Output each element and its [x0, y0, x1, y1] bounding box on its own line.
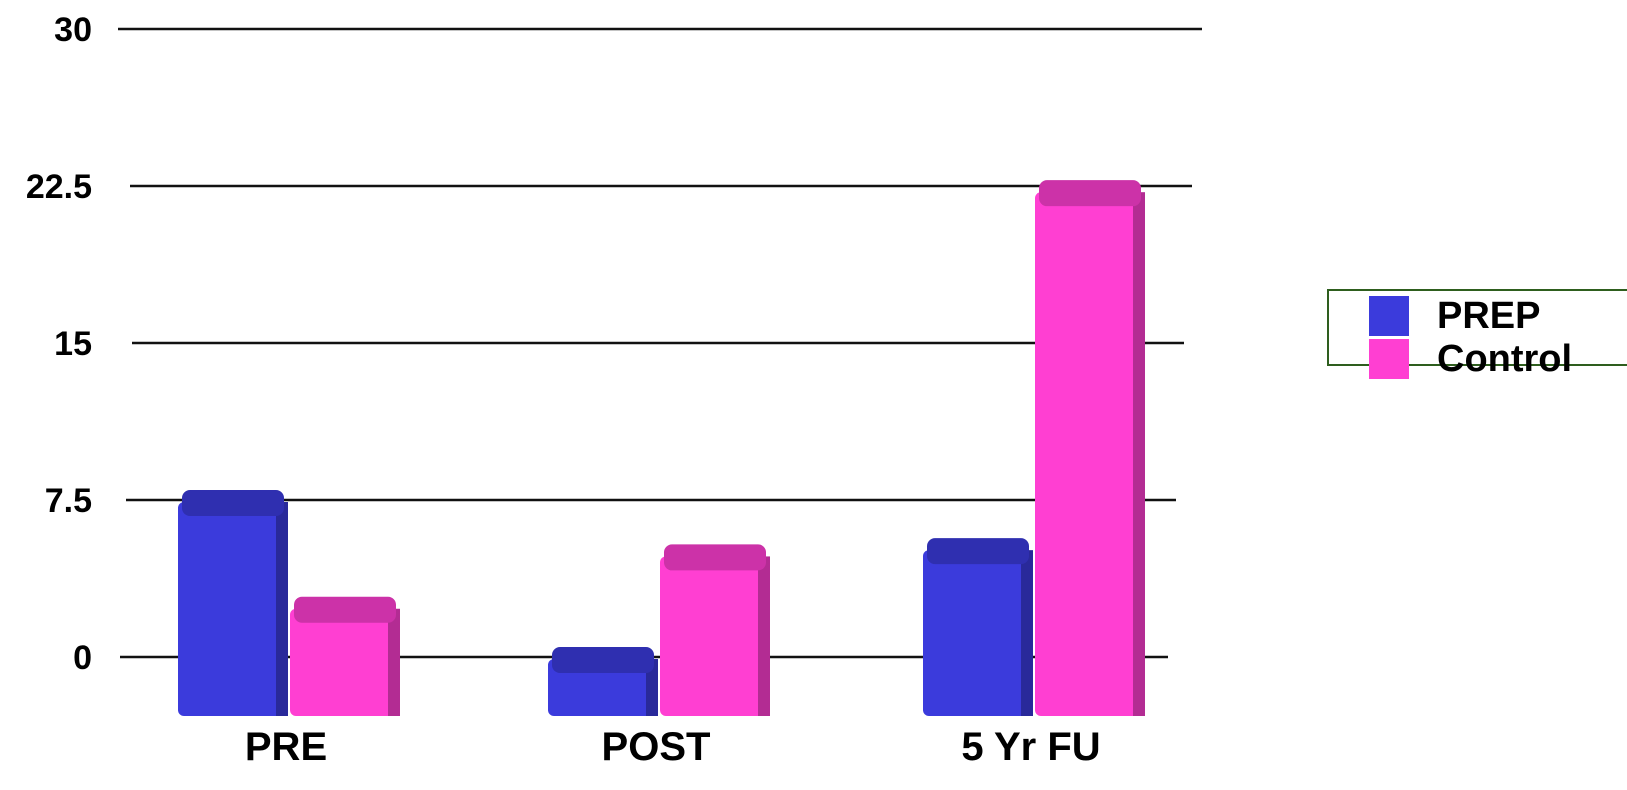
- y-tick-label-0: 0: [73, 639, 92, 677]
- bar-prep-post: [548, 647, 658, 716]
- y-tick-label-1: 7.5: [45, 482, 92, 520]
- legend-label-control: Control: [1437, 337, 1573, 380]
- legend: PREP Control: [1327, 289, 1627, 380]
- legend-swatch-control: [1369, 339, 1409, 379]
- bars: [178, 180, 1145, 717]
- y-tick-label-4: 30: [54, 11, 92, 49]
- bar-control-pre: [290, 596, 400, 716]
- bar-prep-5-yr-fu: [923, 538, 1033, 716]
- bar-control-post: [660, 544, 770, 716]
- bar-prep-pre: [178, 490, 288, 716]
- legend-item-prep: PREP: [1369, 294, 1541, 337]
- x-category-label-2: 5 Yr FU: [961, 725, 1100, 769]
- legend-label-prep: PREP: [1437, 294, 1541, 337]
- y-tick-label-3: 22.5: [26, 168, 92, 206]
- bar-control-5-yr-fu: [1035, 180, 1145, 717]
- x-category-label-1: POST: [602, 725, 711, 769]
- legend-swatch-prep: [1369, 296, 1409, 336]
- x-axis-categories: PRE POST 5 Yr FU: [245, 725, 1101, 769]
- y-axis-ticks: 0 7.5 15 22.5 30: [26, 11, 92, 677]
- y-tick-label-2: 15: [54, 325, 92, 363]
- x-category-label-0: PRE: [245, 725, 327, 769]
- legend-item-control: Control: [1369, 337, 1573, 380]
